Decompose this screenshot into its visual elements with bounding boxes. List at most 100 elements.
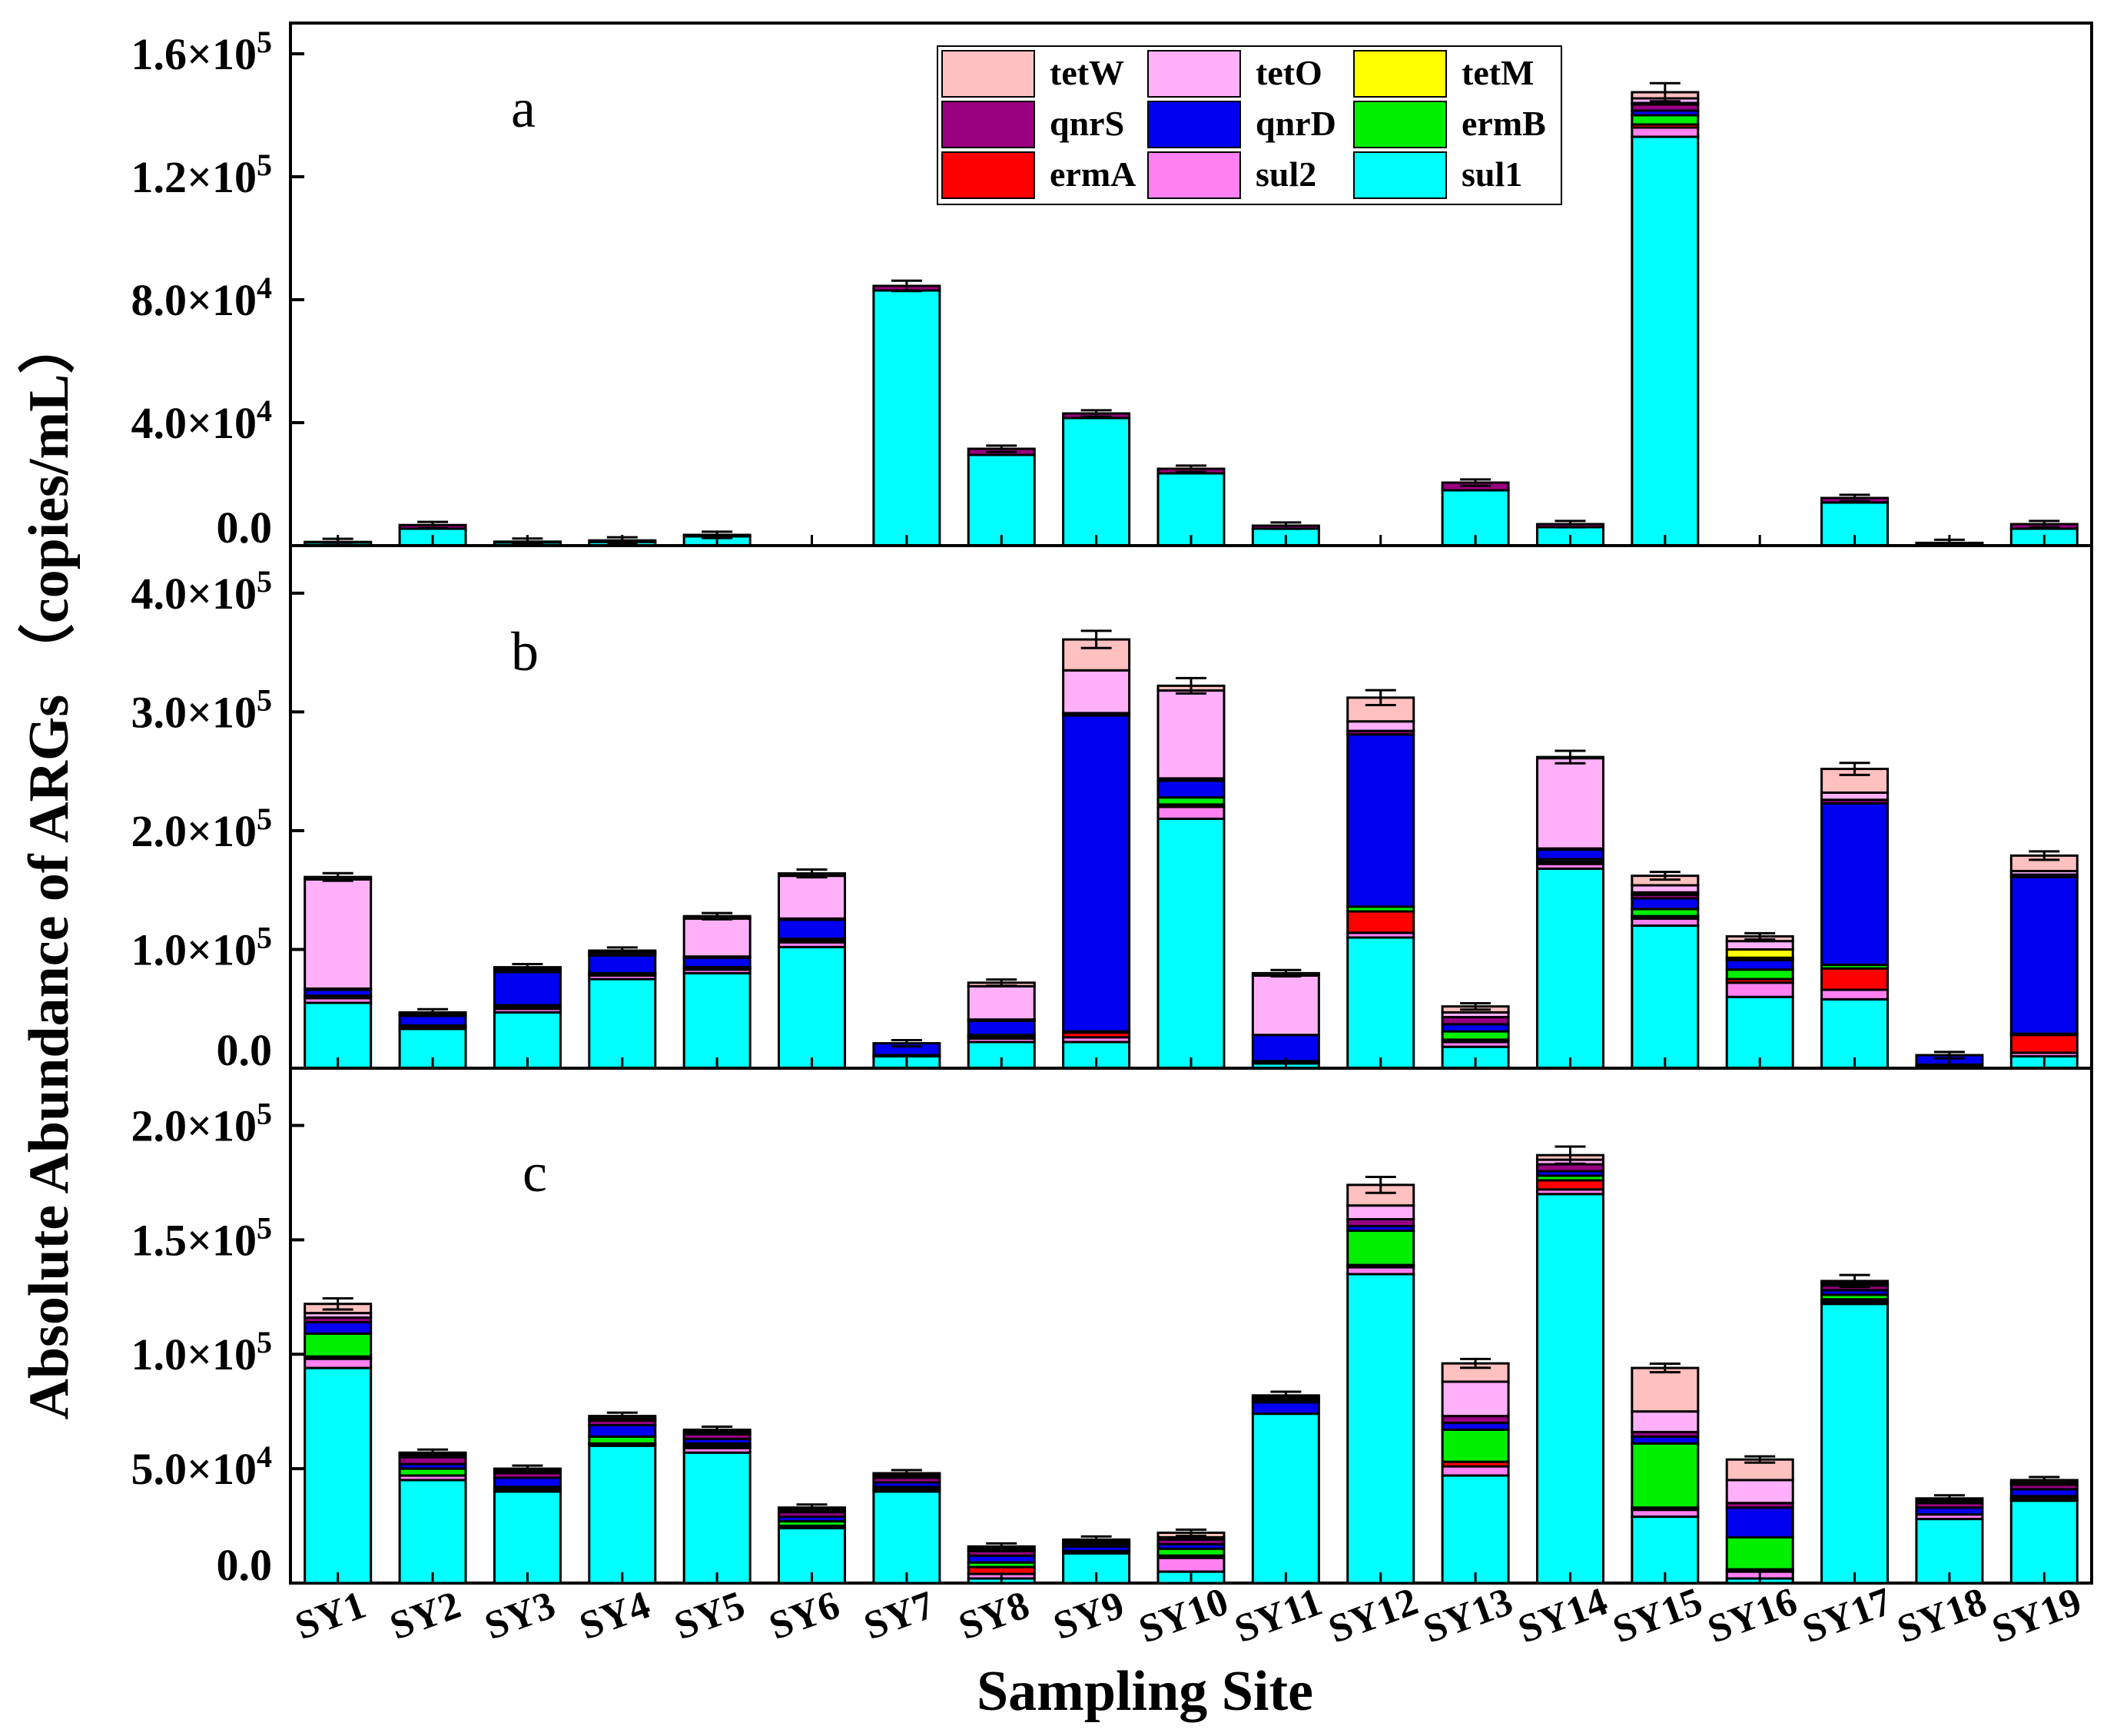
bar-SY6 (778, 868, 847, 1070)
y-tick-label: 3.0×105 (131, 682, 272, 738)
panel-b: 0.0 1.0×105 2.0×105 3.0×105 4.0×105 b (131, 544, 2093, 1075)
y-tick-label: 0.0 (217, 1025, 273, 1075)
panel-label-b: b (511, 621, 539, 682)
bar-SY7 (872, 1038, 941, 1070)
bar-segment-qnrD (1062, 714, 1131, 1033)
x-tick-labels: SY1 SY2 SY3 SY4 SY5 SY6 SY7 SY8 SY9 SY10SY11SY12S… (290, 1579, 2087, 1651)
bar-segment-sul1 (1631, 924, 1700, 1070)
bar-segment-sul2 (1820, 988, 1890, 1001)
legend-box (937, 45, 1562, 205)
bar-SY10 (1156, 676, 1226, 1070)
bar-segment-ermA (1820, 967, 1890, 991)
y-tick-label: 1.2×105 (131, 148, 272, 203)
bar-segment-qnrD (588, 954, 657, 974)
bar-segment-qnrD (1251, 1034, 1320, 1063)
legend-label: ermB (1462, 104, 1546, 143)
bar-segment-sul1 (588, 1444, 657, 1585)
bar-segment-qnrD (1820, 802, 1890, 967)
x-tick-label: SY3 (479, 1583, 561, 1648)
bar-segment-qnrD (1535, 848, 1604, 861)
legend-item-ermA: ermA (941, 151, 1136, 199)
bar-segment-sul2 (1156, 805, 1226, 820)
bar-segment-qnrD (398, 1014, 467, 1027)
bar-segment-ermA (2009, 1034, 2079, 1054)
bar-SY13 (1441, 1357, 1510, 1585)
bar-segment-tetM (1725, 948, 1794, 959)
bar-segment-tetO (967, 984, 1036, 1021)
bar-segment-tetO (1535, 757, 1604, 850)
bar-SY5 (682, 1425, 752, 1585)
bar-segment-ermB (1725, 968, 1794, 981)
bar-segment-sul1 (1062, 417, 1131, 547)
legend-label: sul1 (1462, 154, 1522, 194)
bar-segment-sul2 (1631, 126, 1700, 138)
bar-segment-tetO (1251, 974, 1320, 1037)
bar-segment-sul1 (1156, 817, 1226, 1070)
bar-SY11 (1251, 968, 1320, 1070)
bar-SY9 (1062, 409, 1131, 547)
legend-swatch (1147, 151, 1241, 199)
y-tick-label: 8.0×104 (131, 271, 272, 326)
panel-a: 0.0 4.0×104 8.0×104 1.2×105 1.6×105 a (131, 22, 2093, 553)
bar-segment-qnrD (493, 1476, 562, 1489)
legend-item-tetO: tetO (1147, 50, 1322, 98)
legend-swatch (941, 151, 1035, 199)
x-tick-label: SY18 (1892, 1579, 1993, 1651)
bar-segment-sul2 (1156, 1556, 1226, 1573)
y-tick-label: 4.0×104 (131, 393, 272, 449)
legend-label: qnrS (1050, 104, 1124, 143)
y-tick-label: 1.0×105 (131, 920, 272, 975)
bar-segment-tetO (682, 917, 752, 958)
y-axis-title: Absolute Abundance of ARGs （copies/mL） (18, 317, 81, 1420)
bar-SY7 (872, 1469, 941, 1585)
bar-segment-ermB (1725, 1535, 1794, 1571)
bar-segment-sul1 (1631, 135, 1700, 547)
bar-segment-tetO (1156, 689, 1226, 780)
bar-SY17 (1820, 1273, 1890, 1585)
bar-segment-qnrD (1346, 733, 1415, 908)
bar-segment-tetO (1725, 1479, 1794, 1505)
bar-segment-ermA (1535, 1179, 1604, 1191)
x-tick-label: SY12 (1323, 1579, 1424, 1651)
legend-label: sul2 (1256, 154, 1316, 194)
bar-SY8 (967, 444, 1036, 547)
x-tick-label: SY1 (290, 1583, 371, 1648)
bar-segment-qnrD (304, 1321, 373, 1335)
legend: tetW tetO tetM qnrS qnrD ermB ermA sul2 sul1 (937, 45, 1562, 205)
bar-segment-sul1 (1820, 997, 1890, 1070)
bar-SY10 (1156, 464, 1226, 547)
y-tick-label: 0.0 (217, 503, 273, 553)
bar-segment-qnrD (778, 918, 847, 941)
bar-segment-tetO (1725, 940, 1794, 951)
y-tick-label: 1.0×105 (131, 1325, 272, 1380)
legend-swatch (1353, 151, 1447, 199)
bar-SY18 (1915, 1494, 1984, 1585)
bar-segment-qnrD (1156, 779, 1226, 799)
y-tick-label: 1.5×105 (131, 1210, 272, 1266)
x-tick-label: SY11 (1229, 1580, 1328, 1651)
bar-SY1 (304, 1296, 373, 1585)
bar-segment-ermB (1631, 114, 1700, 126)
bar-segment-tetO (1062, 669, 1131, 715)
panel-label-c: c (523, 1142, 547, 1203)
bar-segment-qnrD (1725, 958, 1794, 971)
bar-SY16 (1725, 1455, 1794, 1585)
x-tick-label: SY7 (858, 1583, 940, 1648)
bar-segment-qnrD (588, 1424, 657, 1438)
bar-SY3 (493, 1464, 562, 1585)
legend-item-sul1: sul1 (1353, 151, 1522, 199)
legend-swatch (1353, 101, 1447, 148)
bar-segment-sul1 (872, 1490, 941, 1585)
y-tick-label: 1.6×105 (131, 25, 272, 80)
bar-segment-sul1 (682, 1451, 752, 1585)
bar-segment-ermB (304, 1332, 373, 1358)
x-tick-label: SY6 (764, 1583, 845, 1648)
bar-SY11 (1251, 1390, 1320, 1585)
panel-label-a: a (511, 78, 536, 139)
legend-item-tetM: tetM (1353, 50, 1534, 98)
bar-SY15 (1631, 871, 1700, 1070)
bar-segment-sul1 (778, 945, 847, 1070)
bar-segment-tetO (1441, 1380, 1510, 1418)
bar-segment-tetO (1346, 1204, 1415, 1221)
